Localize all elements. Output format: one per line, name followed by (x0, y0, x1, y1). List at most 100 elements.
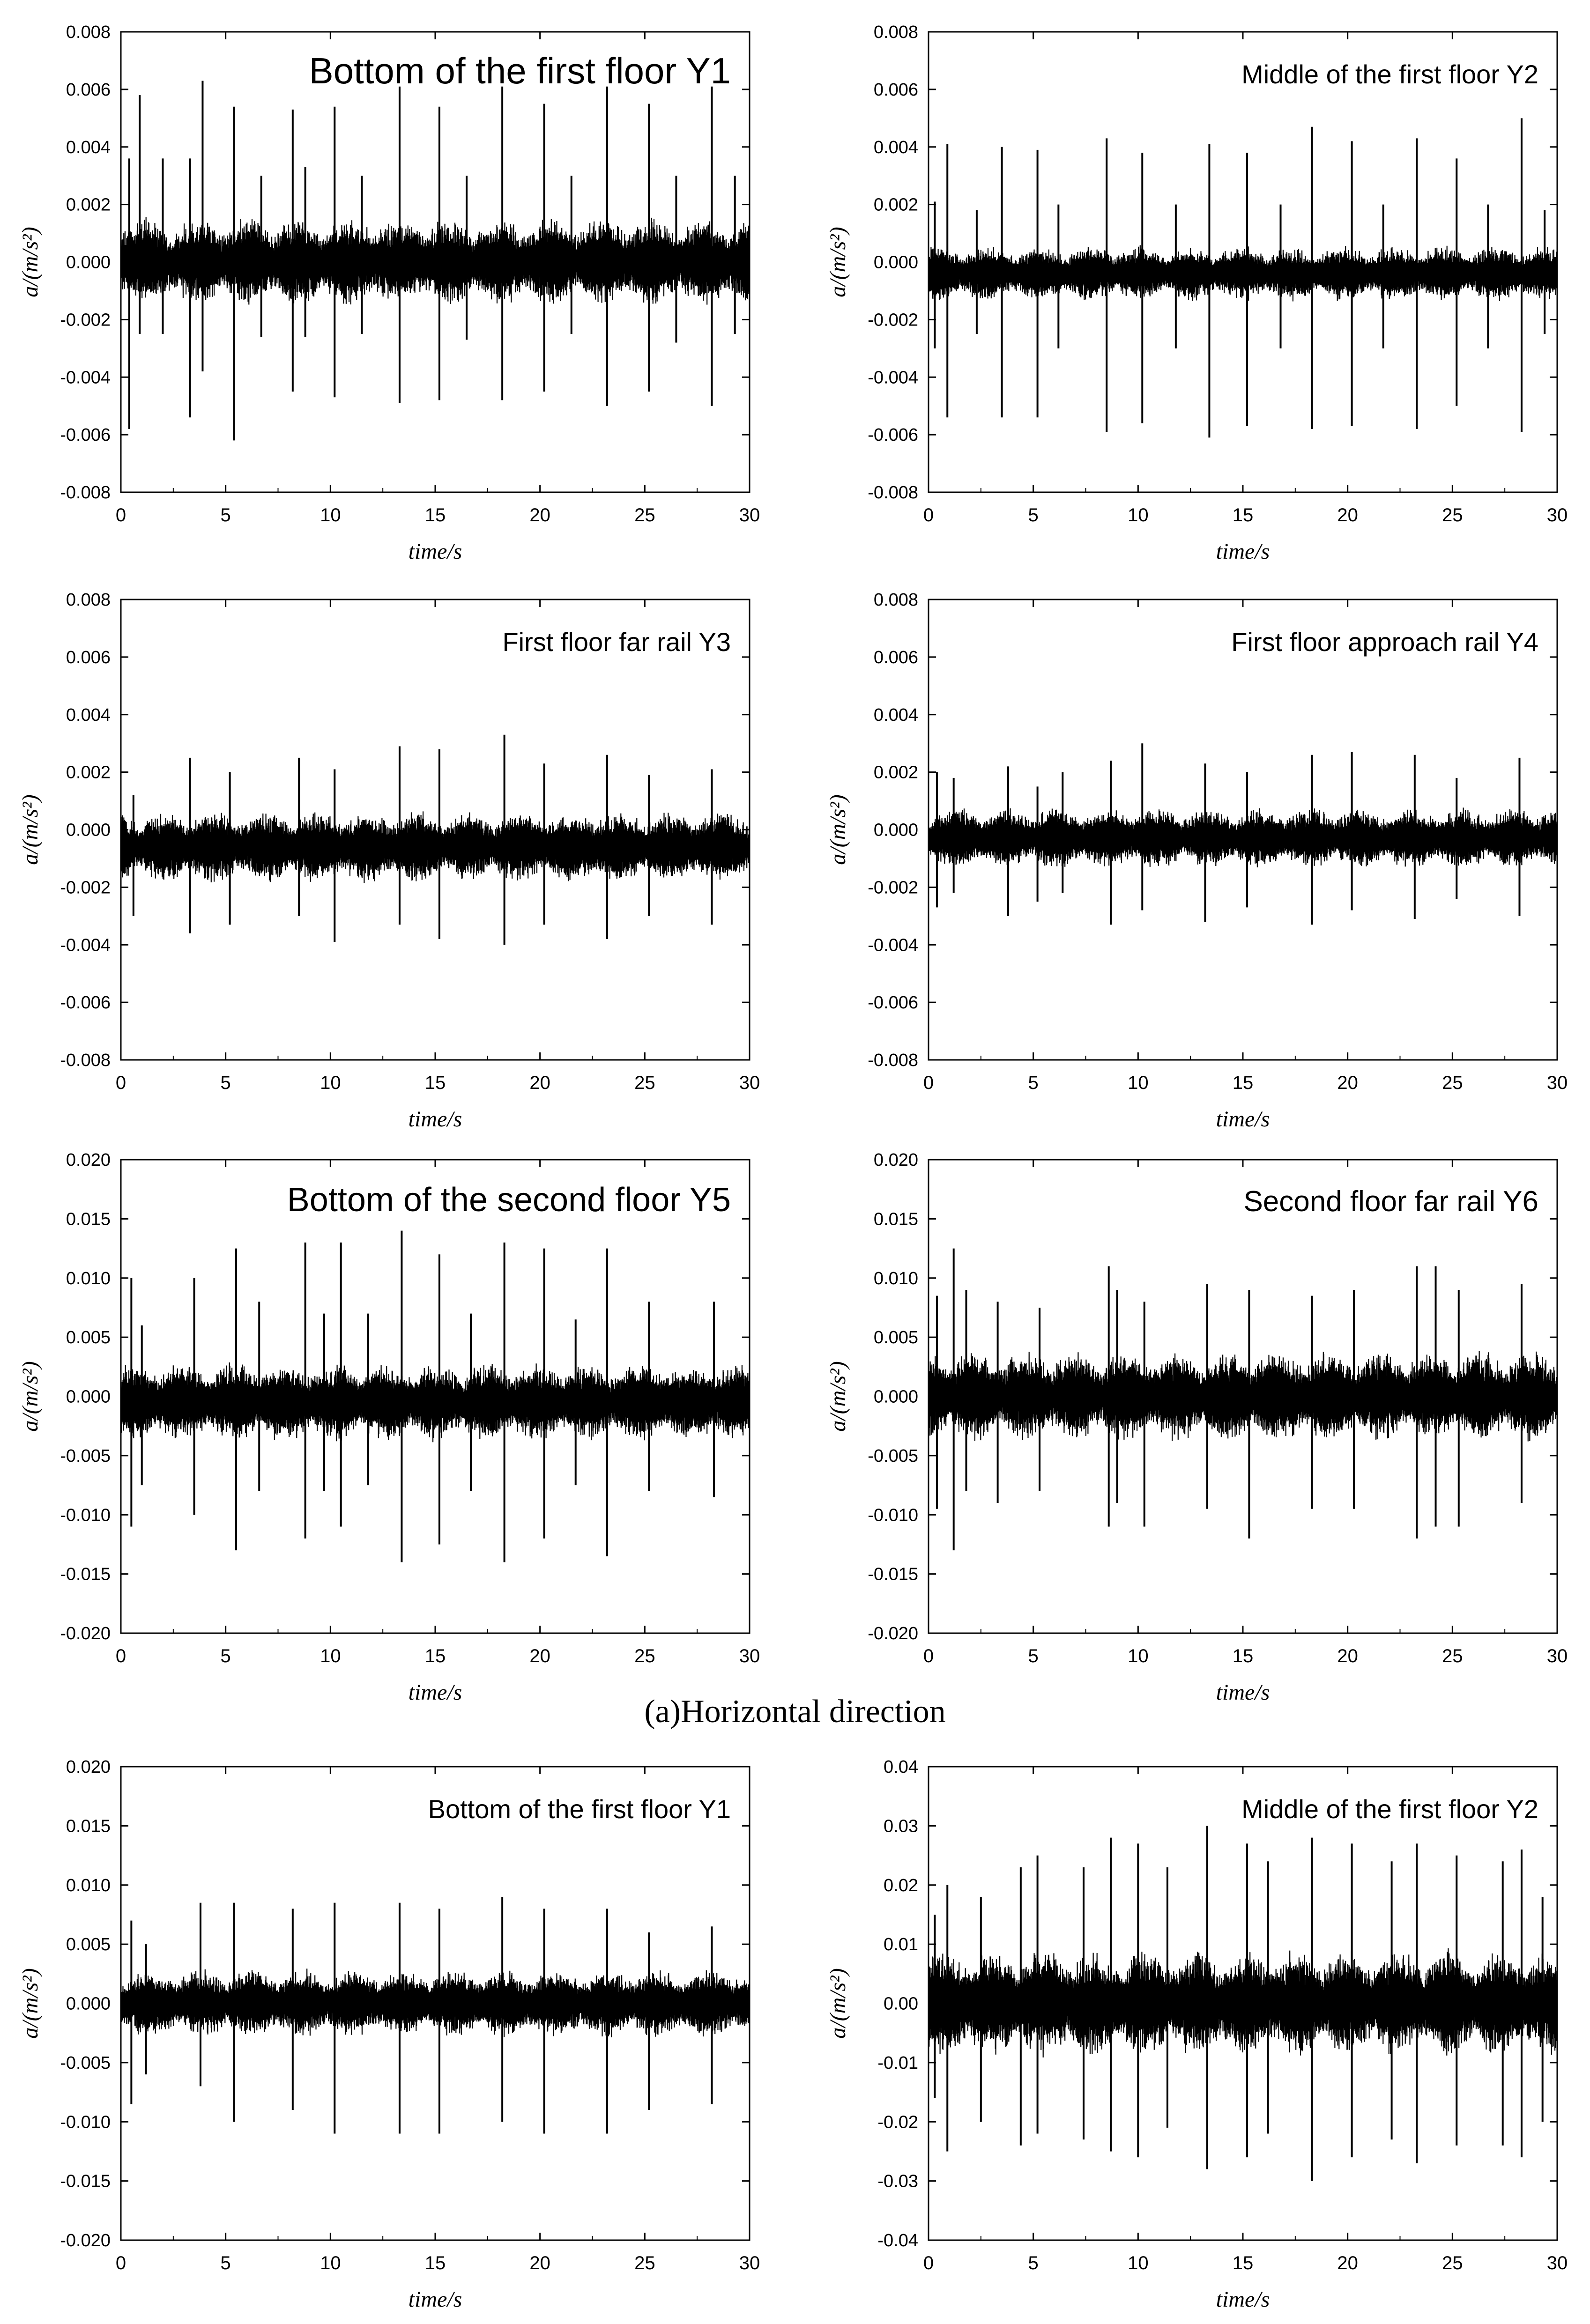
chart-title: Middle of the first floor Y2 (1241, 1794, 1538, 1824)
y-tick-label: 0.000 (874, 1387, 918, 1407)
x-axis-label: time/s (1216, 1107, 1270, 1132)
y-tick-label: -0.04 (877, 2231, 918, 2250)
y-tick-label: -0.020 (868, 1624, 918, 1643)
y-tick-label: 0.010 (874, 1269, 918, 1288)
x-tick-label: 20 (1337, 1073, 1358, 1093)
y-tick-label: 0.008 (66, 22, 111, 42)
x-tick-label: 20 (529, 1646, 550, 1666)
signal-trace (120, 217, 750, 305)
y-tick-label: 0.010 (66, 1876, 111, 1895)
x-tick-label: 10 (1128, 2253, 1149, 2273)
y-tick-label: -0.008 (868, 483, 918, 503)
chart-title: Bottom of the second floor Y5 (287, 1181, 731, 1219)
chart-title: Second floor far rail Y6 (1243, 1185, 1538, 1218)
signal-trace (928, 1351, 1558, 1442)
x-tick-label: 25 (1442, 2253, 1463, 2273)
x-tick-label: 25 (634, 1646, 655, 1666)
x-tick-label: 15 (1233, 1646, 1254, 1666)
signal-trace (928, 807, 1558, 868)
x-tick-label: 5 (221, 505, 231, 525)
chart-panel-3: 0 5 10 15 20 25 30 0.008 0.006 0.004 0.002 0.000 -0.… (18, 590, 760, 1132)
y-tick-label: 0.020 (66, 1757, 111, 1777)
x-tick-label: 5 (221, 1073, 231, 1093)
signal-trace (120, 811, 750, 883)
chart-panel-6: 0 5 10 15 20 25 30 0.020 0.015 0.010 0.005 0.000 -0.… (825, 1150, 1568, 1705)
y-tick-label: -0.03 (877, 2172, 918, 2191)
y-tick-label: 0.005 (66, 1935, 111, 1954)
y-tick-label: 0.008 (874, 590, 918, 610)
chart-panel-7: 0 5 10 15 20 25 30 0.020 0.015 0.010 0.005 0.000 -0.… (18, 1757, 760, 2312)
chart-panel-5: 0 5 10 15 20 25 30 0.020 0.015 0.010 0.005 0.000 -0.… (18, 1150, 760, 1705)
y-tick-label: -0.004 (60, 935, 111, 955)
y-tick-label: -0.01 (877, 2053, 918, 2073)
x-axis-label: time/s (409, 1680, 462, 1705)
x-tick-label: 30 (1547, 505, 1568, 525)
y-tick-label: 0.000 (66, 1387, 111, 1407)
x-tick-label: 0 (923, 1646, 934, 1666)
y-tick-label: 0.004 (874, 138, 918, 157)
y-axis-label: a/(m/s²) (18, 227, 43, 297)
chart-title: First floor far rail Y3 (502, 627, 731, 657)
x-axis-label: time/s (409, 2287, 462, 2312)
x-tick-label: 0 (116, 1073, 126, 1093)
y-tick-label: -0.010 (60, 1505, 111, 1525)
x-tick-label: 15 (1233, 505, 1254, 525)
y-tick-label: 0.020 (66, 1150, 111, 1170)
y-axis-label: a/(m/s²) (18, 1361, 43, 1431)
signal-trace (928, 1948, 1558, 2058)
y-tick-label: 0.000 (66, 821, 111, 840)
x-tick-label: 30 (739, 1073, 760, 1093)
chart-title: Bottom of the first floor Y1 (428, 1794, 731, 1824)
y-tick-label: 0.000 (66, 1994, 111, 2014)
y-tick-label: -0.010 (60, 2112, 111, 2132)
x-tick-label: 5 (1028, 505, 1039, 525)
y-tick-label: 0.004 (874, 705, 918, 725)
x-axis-label: time/s (1216, 539, 1270, 564)
x-tick-label: 0 (923, 2253, 934, 2273)
x-tick-label: 5 (1028, 1646, 1039, 1666)
chart-panel-2: 0 5 10 15 20 25 30 0.008 0.006 0.004 0.002 0.000 -0.… (825, 22, 1568, 564)
x-axis-label: time/s (1216, 2287, 1270, 2312)
x-tick-label: 5 (1028, 2253, 1039, 2273)
y-tick-label: 0.002 (874, 195, 918, 215)
x-tick-label: 25 (1442, 1646, 1463, 1666)
x-axis-label: time/s (409, 539, 462, 564)
y-axis-label: a/(m/s²) (825, 227, 850, 297)
x-tick-label: 25 (1442, 1073, 1463, 1093)
y-axis-label: a/(m/s²) (18, 1968, 43, 2038)
y-axis-label: a/(m/s²) (825, 1968, 850, 2038)
x-tick-label: 0 (116, 505, 126, 525)
x-tick-label: 15 (425, 1073, 446, 1093)
y-tick-label: -0.020 (60, 2231, 111, 2250)
y-axis-label: a/(m/s²) (825, 794, 850, 865)
x-tick-label: 0 (116, 1646, 126, 1666)
x-tick-label: 10 (1128, 1073, 1149, 1093)
y-tick-label: -0.010 (868, 1505, 918, 1525)
x-tick-label: 15 (1233, 1073, 1254, 1093)
x-tick-label: 5 (1028, 1073, 1039, 1093)
x-tick-label: 0 (923, 1073, 934, 1093)
y-tick-label: -0.002 (868, 310, 918, 330)
y-tick-label: 0.00 (884, 1994, 918, 2014)
y-tick-label: -0.004 (868, 368, 918, 387)
x-axis-label: time/s (409, 1107, 462, 1132)
y-tick-label: 0.006 (874, 648, 918, 667)
x-tick-label: 0 (116, 2253, 126, 2273)
x-tick-label: 5 (221, 2253, 231, 2273)
x-tick-label: 15 (425, 505, 446, 525)
y-tick-label: 0.004 (66, 138, 111, 157)
y-tick-label: -0.008 (868, 1051, 918, 1070)
y-tick-label: -0.006 (60, 993, 111, 1013)
y-tick-label: 0.000 (874, 821, 918, 840)
y-tick-label: -0.008 (60, 483, 111, 503)
chart-title: Bottom of the first floor Y1 (309, 50, 731, 91)
x-tick-label: 20 (529, 1073, 550, 1093)
y-tick-label: 0.002 (874, 763, 918, 783)
y-tick-label: 0.010 (66, 1269, 111, 1288)
x-tick-label: 30 (1547, 1073, 1568, 1093)
x-axis-label: time/s (1216, 1680, 1270, 1705)
x-tick-label: 15 (1233, 2253, 1254, 2273)
signal-trace (928, 245, 1558, 302)
chart-panel-4: 0 5 10 15 20 25 30 0.008 0.006 0.004 0.002 0.000 -0.… (825, 590, 1568, 1132)
